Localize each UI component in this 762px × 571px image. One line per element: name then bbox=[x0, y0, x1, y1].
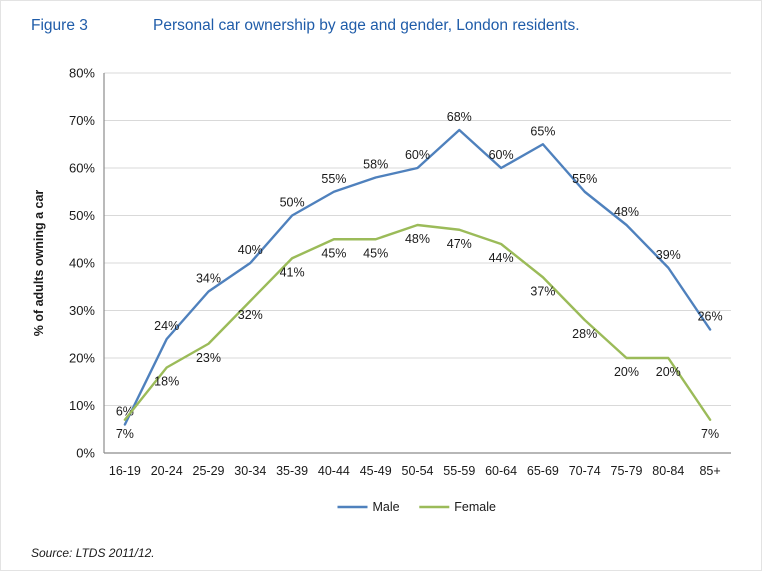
y-tick-label: 40% bbox=[69, 256, 95, 271]
male-data-label: 24% bbox=[154, 319, 179, 333]
x-tick-label: 75-79 bbox=[611, 464, 643, 478]
female-data-label: 45% bbox=[321, 246, 346, 260]
x-tick-label: 60-64 bbox=[485, 464, 517, 478]
x-tick-label: 16-19 bbox=[109, 464, 141, 478]
x-tick-label: 85+ bbox=[699, 464, 720, 478]
male-data-label: 26% bbox=[698, 310, 723, 324]
x-tick-label: 25-29 bbox=[193, 464, 225, 478]
female-data-label: 7% bbox=[701, 427, 719, 441]
female-data-label: 32% bbox=[238, 308, 263, 322]
male-data-label: 34% bbox=[196, 272, 221, 286]
y-tick-label: 0% bbox=[76, 446, 95, 461]
female-data-label: 20% bbox=[614, 365, 639, 379]
y-tick-label: 70% bbox=[69, 113, 95, 128]
chart-canvas: 0% 10% 20% 30% 40% 50% 60% 70% 80% 16-19 20-24 25-2… bbox=[32, 66, 731, 514]
female-data-label: 20% bbox=[656, 365, 681, 379]
x-tick-label: 55-59 bbox=[443, 464, 475, 478]
y-tick-label: 30% bbox=[69, 303, 95, 318]
x-tick-label: 65-69 bbox=[527, 464, 559, 478]
male-data-label: 40% bbox=[238, 243, 263, 257]
y-axis-title: % of adults owning a car bbox=[32, 190, 46, 337]
female-data-label: 44% bbox=[489, 251, 514, 265]
legend-label-male: Male bbox=[373, 500, 400, 514]
x-tick-label: 50-54 bbox=[402, 464, 434, 478]
x-tick-label: 80-84 bbox=[652, 464, 684, 478]
female-data-label: 23% bbox=[196, 351, 221, 365]
x-tick-label: 40-44 bbox=[318, 464, 350, 478]
male-line bbox=[123, 128, 712, 426]
y-tick-label: 20% bbox=[69, 351, 95, 366]
female-data-label: 28% bbox=[572, 327, 597, 341]
y-tick-label: 80% bbox=[69, 66, 95, 81]
male-data-label: 39% bbox=[656, 248, 681, 262]
x-tick-label: 70-74 bbox=[569, 464, 601, 478]
y-tick-label: 60% bbox=[69, 161, 95, 176]
male-data-label: 55% bbox=[572, 172, 597, 186]
legend-label-female: Female bbox=[454, 500, 496, 514]
figure-title: Personal car ownership by age and gender… bbox=[153, 17, 580, 34]
female-data-label: 47% bbox=[447, 237, 472, 251]
male-data-label: 60% bbox=[405, 148, 430, 162]
x-tick-label: 30-34 bbox=[234, 464, 266, 478]
y-tick-label: 10% bbox=[69, 398, 95, 413]
male-data-label: 50% bbox=[280, 196, 305, 210]
female-data-label: 37% bbox=[530, 284, 555, 298]
male-data-label: 65% bbox=[530, 124, 555, 138]
male-data-label: 58% bbox=[363, 158, 388, 172]
figure-label: Figure 3 bbox=[31, 17, 88, 34]
female-data-label: 18% bbox=[154, 375, 179, 389]
x-tick-label: 35-39 bbox=[276, 464, 308, 478]
male-data-label: 60% bbox=[489, 148, 514, 162]
x-tick-label: 45-49 bbox=[360, 464, 392, 478]
female-data-label: 48% bbox=[405, 232, 430, 246]
female-data-label: 41% bbox=[280, 265, 305, 279]
x-tick-label: 20-24 bbox=[151, 464, 183, 478]
line-chart: 0% 10% 20% 30% 40% 50% 60% 70% 80% 16-19 20-24 25-2… bbox=[1, 51, 762, 533]
male-data-label: 48% bbox=[614, 205, 639, 219]
female-data-label: 45% bbox=[363, 246, 388, 260]
source-note: Source: LTDS 2011/12. bbox=[31, 546, 155, 560]
male-data-label: 68% bbox=[447, 110, 472, 124]
figure-header: Figure 3 Personal car ownership by age a… bbox=[31, 17, 741, 35]
female-data-label: 7% bbox=[116, 427, 134, 441]
male-data-label: 55% bbox=[321, 172, 346, 186]
y-tick-label: 50% bbox=[69, 208, 95, 223]
female-line bbox=[123, 223, 712, 421]
